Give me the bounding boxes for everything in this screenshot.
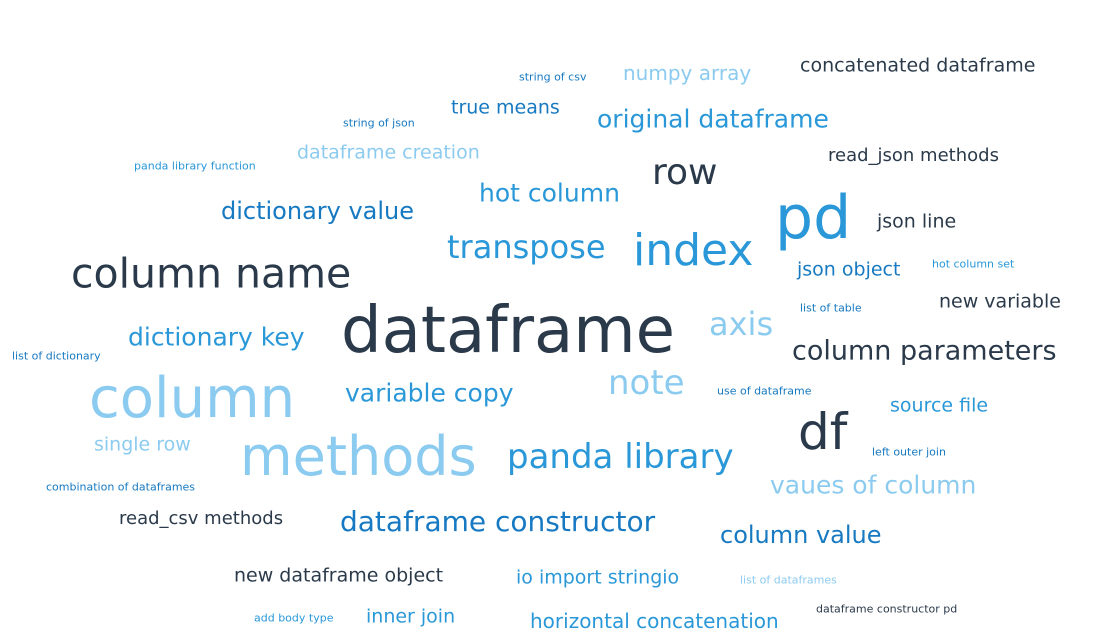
word-add-body-type: add body type [254, 611, 334, 625]
word-true-means: true means [451, 96, 560, 119]
word-horizontal-concatenation: horizontal concatenation [530, 609, 779, 633]
word-column-value: column value [720, 521, 882, 549]
word-vaues-of-column: vaues of column [770, 470, 977, 500]
word-list-of-dictionary: list of dictionary [12, 349, 101, 363]
word-string-of-json: string of json [343, 116, 415, 130]
word-hot-column-set: hot column set [932, 257, 1015, 271]
word-original-dataframe: original dataframe [597, 104, 829, 134]
word-dataframe-creation: dataframe creation [297, 141, 480, 164]
word-json-object: json object [797, 258, 901, 281]
word-io-import-stringio: io import stringio [516, 566, 680, 589]
word-concatenated-dataframe: concatenated dataframe [800, 54, 1036, 77]
word-new-variable: new variable [939, 290, 1061, 313]
word-variable-copy: variable copy [345, 378, 514, 408]
word-inner-join: inner join [366, 605, 456, 628]
word-methods: methods [240, 425, 477, 488]
word-numpy-array: numpy array [623, 61, 752, 85]
word-pd: pd [775, 183, 852, 253]
word-df: df [798, 403, 848, 461]
word-row: row [652, 152, 718, 193]
word-column-parameters: column parameters [792, 335, 1057, 367]
word-read-json-methods: read_json methods [828, 145, 999, 166]
word-dataframe-constructor: dataframe constructor [340, 505, 656, 538]
word-dataframe: dataframe [341, 294, 675, 368]
word-transpose: transpose [447, 228, 606, 266]
word-combination-of-dataframes: combination of dataframes [46, 480, 196, 494]
word-note: note [608, 363, 685, 403]
word-single-row: single row [94, 433, 191, 456]
word-column-name: column name [71, 249, 352, 298]
word-dictionary-key: dictionary key [128, 322, 305, 352]
word-dataframe-constructor-pd: dataframe constructor pd [816, 602, 958, 616]
word-column: column [89, 366, 296, 431]
word-string-of-csv: string of csv [519, 70, 587, 84]
word-axis: axis [709, 305, 774, 343]
word-json-line: json line [877, 210, 957, 233]
word-index: index [633, 225, 754, 276]
word-new-dataframe-object: new dataframe object [234, 564, 444, 587]
word-read-csv-methods: read_csv methods [119, 508, 284, 529]
word-source-file: source file [890, 394, 989, 417]
word-list-of-dataframes: list of dataframes [740, 573, 837, 587]
word-panda-library: panda library [507, 437, 734, 477]
word-panda-library-function: panda library function [134, 159, 256, 173]
word-list-of-table: list of table [800, 301, 862, 315]
word-left-outer-join: left outer join [872, 445, 946, 459]
word-hot-column: hot column [479, 178, 620, 208]
word-dictionary-value: dictionary value [221, 197, 415, 225]
word-use-of-dataframe: use of dataframe [717, 384, 812, 398]
